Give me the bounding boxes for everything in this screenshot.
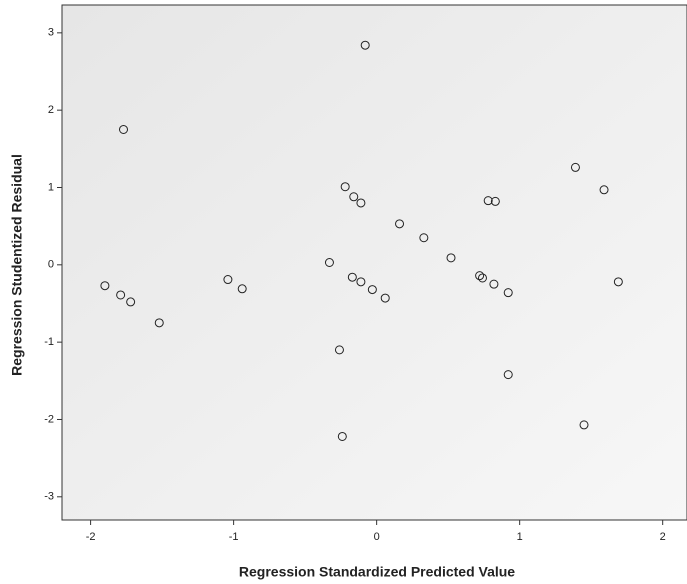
point (223, 275, 233, 285)
point (395, 219, 405, 229)
point (570, 162, 580, 172)
point (349, 192, 359, 202)
point (340, 182, 350, 192)
point (126, 297, 136, 307)
y-tick-label: -3 (44, 491, 54, 503)
point (334, 345, 344, 355)
point (337, 431, 347, 441)
x-tick-label: 0 (374, 531, 380, 543)
x-tick-label: 2 (660, 531, 666, 543)
point (356, 277, 366, 287)
point (446, 253, 456, 263)
point (100, 281, 110, 291)
y-tick-label: 1 (48, 181, 54, 193)
point (483, 196, 493, 206)
x-tick-label: -1 (229, 531, 239, 543)
point (324, 258, 334, 267)
y-tick-label: 3 (48, 27, 54, 39)
point (347, 272, 357, 282)
y-tick-label: -1 (44, 336, 54, 348)
x-tick-label: -2 (86, 531, 96, 543)
point (367, 285, 377, 295)
point (503, 370, 513, 380)
point (118, 124, 128, 134)
x-tick-label: 1 (517, 531, 523, 543)
point (116, 290, 126, 300)
point (599, 185, 609, 195)
point (356, 198, 366, 208)
y-tick-label: -2 (44, 413, 54, 425)
point (360, 40, 370, 50)
point (475, 271, 485, 281)
plot-area (61, 4, 687, 521)
point (380, 293, 390, 303)
y-axis-title: Regression Studentized Residual (9, 154, 25, 376)
point (490, 196, 500, 206)
y-tick-label: 0 (48, 259, 54, 271)
point (613, 277, 623, 287)
point (237, 284, 247, 294)
point (503, 288, 513, 298)
x-axis-title: Regression Standardized Predicted Value (239, 564, 515, 580)
point (419, 233, 429, 243)
point (489, 279, 499, 289)
point (579, 420, 589, 430)
y-tick-label: 2 (48, 104, 54, 116)
point (154, 318, 164, 328)
point (477, 273, 487, 283)
